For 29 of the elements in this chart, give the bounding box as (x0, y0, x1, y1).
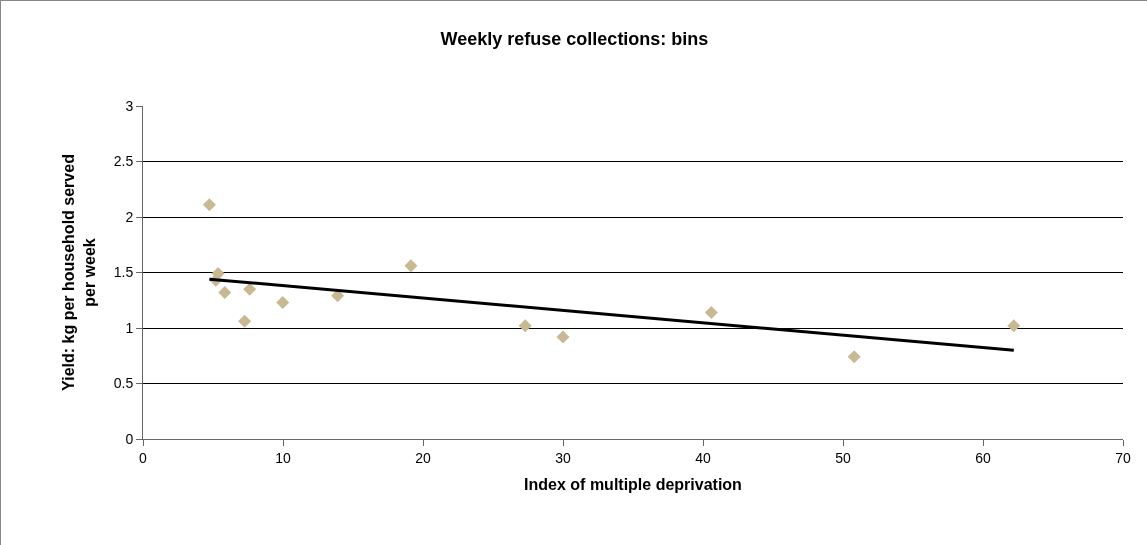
y-tick-label: 3 (125, 97, 134, 114)
point (276, 295, 290, 309)
point (1007, 319, 1021, 333)
x-tick-label: 40 (695, 449, 711, 466)
point (847, 350, 861, 364)
point (218, 285, 232, 299)
x-tick-label: 50 (835, 449, 851, 466)
x-tick-label: 0 (139, 449, 148, 466)
y-tick-label: 0 (125, 430, 134, 447)
point (238, 314, 252, 328)
point (556, 330, 570, 344)
x-tick-label: 10 (275, 449, 291, 466)
point (518, 319, 532, 333)
x-axis-title: Index of multiple deprivation (524, 476, 742, 494)
x-tick-label: 70 (1115, 449, 1131, 466)
x-tick-label: 20 (415, 449, 431, 466)
chart-title: Weekly refuse collections: bins (440, 29, 709, 50)
x-tick-label: 60 (975, 449, 991, 466)
point (704, 305, 718, 319)
y-axis-title: Yield: kg per household served per week (59, 154, 98, 391)
point (243, 282, 257, 296)
y-tick-label: 0.5 (113, 375, 134, 392)
y-tick-label: 1.5 (113, 264, 134, 281)
y-tick-label: 2 (125, 208, 134, 225)
y-tick-label: 1 (125, 319, 134, 336)
x-tick-label: 30 (555, 449, 571, 466)
point (202, 198, 216, 212)
point (404, 259, 418, 273)
y-tick-label: 2.5 (113, 153, 134, 170)
